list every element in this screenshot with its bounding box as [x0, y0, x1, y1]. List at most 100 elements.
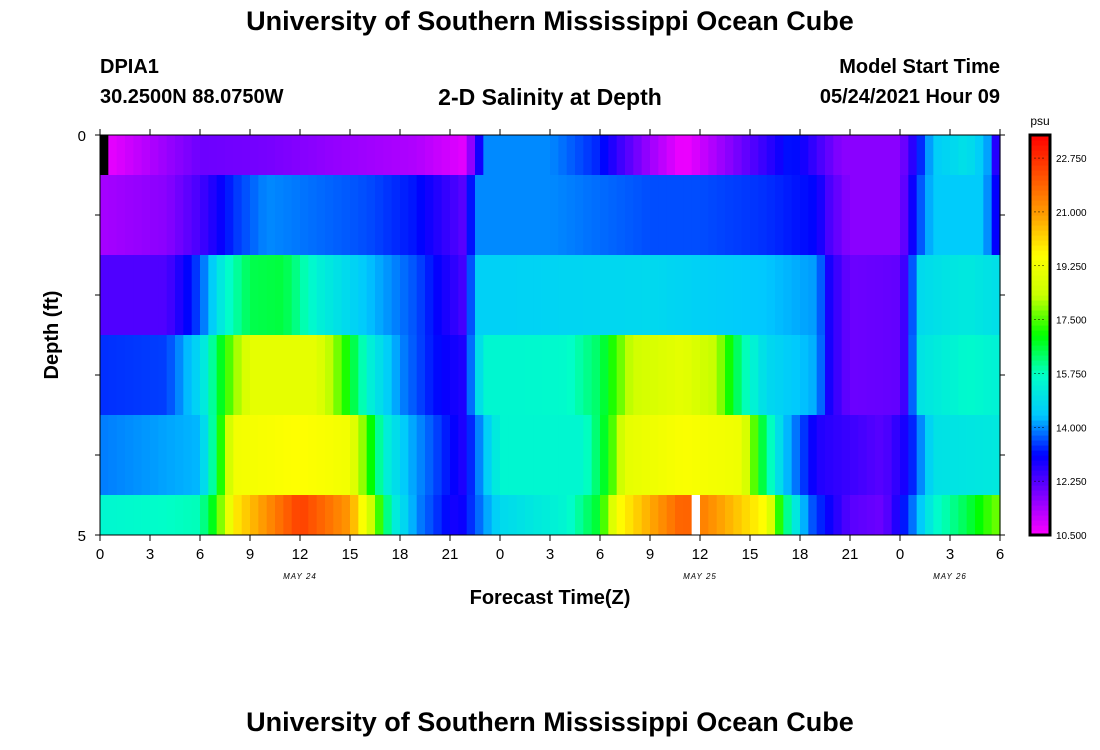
heatmap-cell — [300, 335, 309, 415]
heatmap-cell — [175, 255, 184, 335]
colorbar-segment — [1030, 170, 1050, 176]
heatmap-cell — [991, 495, 1001, 535]
heatmap-cell — [166, 175, 176, 255]
heatmap-cell — [441, 135, 451, 175]
heatmap-cell — [550, 135, 559, 175]
heatmap-cell — [483, 175, 493, 255]
heatmap-cell — [858, 415, 868, 495]
colorbar-segment — [1030, 185, 1050, 191]
heatmap-cell — [858, 495, 868, 535]
heatmap-cell — [483, 415, 493, 495]
heatmap-cell — [541, 415, 551, 495]
x-tick-label: 9 — [246, 546, 254, 563]
heatmap-cell — [275, 495, 284, 535]
heatmap-cell — [850, 415, 859, 495]
heatmap-cell — [958, 495, 968, 535]
colorbar-segment — [1030, 205, 1050, 211]
heatmap-cell — [625, 135, 634, 175]
heatmap-cell — [375, 495, 384, 535]
heatmap-cell — [650, 415, 659, 495]
heatmap-cell — [916, 175, 926, 255]
heatmap-cell — [700, 495, 709, 535]
heatmap-cell — [883, 495, 893, 535]
heatmap-cell — [383, 175, 393, 255]
colorbar-segment — [1030, 500, 1050, 506]
heatmap-cell — [200, 175, 209, 255]
heatmap-cell — [391, 495, 401, 535]
heatmap-cell — [258, 335, 268, 415]
heatmap-cell — [950, 415, 959, 495]
heatmap-cell — [391, 415, 401, 495]
heatmap-cell — [425, 415, 434, 495]
heatmap-cell — [583, 495, 593, 535]
heatmap-cell — [450, 135, 459, 175]
heatmap-cell — [325, 135, 334, 175]
heatmap-cell — [833, 335, 843, 415]
colorbar-segment — [1030, 465, 1050, 471]
heatmap-cell — [266, 335, 276, 415]
heatmap-cell — [450, 335, 459, 415]
heatmap-cell — [391, 135, 401, 175]
heatmap-cell — [808, 495, 818, 535]
heatmap-cell — [475, 495, 484, 535]
heatmap-cell — [791, 175, 801, 255]
heatmap-cell — [416, 135, 426, 175]
heatmap-cell — [883, 135, 893, 175]
heatmap-cell — [708, 255, 718, 335]
colorbar-segment — [1030, 295, 1050, 301]
heatmap-cell — [983, 335, 993, 415]
heatmap-cell — [700, 175, 709, 255]
heatmap-cell — [125, 135, 134, 175]
heatmap-cell — [975, 335, 984, 415]
heatmap-cell — [716, 335, 726, 415]
heatmap-cell — [416, 175, 426, 255]
heatmap-cell — [500, 175, 509, 255]
heatmap-cell — [550, 255, 559, 335]
heatmap-cell — [608, 175, 618, 255]
heatmap-cell — [750, 495, 759, 535]
heatmap-cell — [158, 255, 168, 335]
colorbar-segment — [1030, 370, 1050, 376]
heatmap-cell — [825, 255, 834, 335]
heatmap-cell — [541, 495, 551, 535]
heatmap-cell — [108, 335, 118, 415]
heatmap-cell — [941, 255, 951, 335]
heatmap-cell — [291, 335, 301, 415]
heatmap-cell — [783, 175, 793, 255]
heatmap-cell — [258, 175, 268, 255]
heatmap-cell — [891, 255, 901, 335]
heatmap-cell — [675, 335, 684, 415]
heatmap-cell — [216, 335, 226, 415]
heatmap-cell — [600, 175, 609, 255]
heatmap-cell — [333, 255, 343, 335]
heatmap-cell — [875, 335, 884, 415]
chart-title: University of Southern Mississippi Ocean… — [246, 6, 854, 36]
heatmap-cell — [566, 495, 576, 535]
x-tick-label: 0 — [896, 546, 904, 563]
heatmap-cell — [408, 255, 418, 335]
heatmap-cell — [900, 135, 909, 175]
heatmap-cell — [883, 255, 893, 335]
heatmap-cell — [875, 175, 884, 255]
heatmap-cell — [325, 495, 334, 535]
colorbar-segment — [1030, 305, 1050, 311]
heatmap-cell — [841, 495, 851, 535]
heatmap-cell — [433, 135, 443, 175]
heatmap-cell — [533, 255, 543, 335]
heatmap-cell — [458, 495, 468, 535]
x-tick-label: 0 — [96, 546, 104, 563]
heatmap-cell — [766, 415, 776, 495]
heatmap-cell — [441, 495, 451, 535]
heatmap-cell — [291, 175, 301, 255]
heatmap-cell — [375, 135, 384, 175]
heatmap-cell — [716, 495, 726, 535]
heatmap-cell — [650, 135, 659, 175]
heatmap-cell — [616, 255, 626, 335]
heatmap-cell — [983, 255, 993, 335]
heatmap-cell — [250, 415, 259, 495]
heatmap-cell — [266, 415, 276, 495]
colorbar-segment — [1030, 440, 1050, 446]
heatmap-cell — [108, 255, 118, 335]
heatmap-cell — [350, 255, 359, 335]
heatmap-cell — [566, 415, 576, 495]
